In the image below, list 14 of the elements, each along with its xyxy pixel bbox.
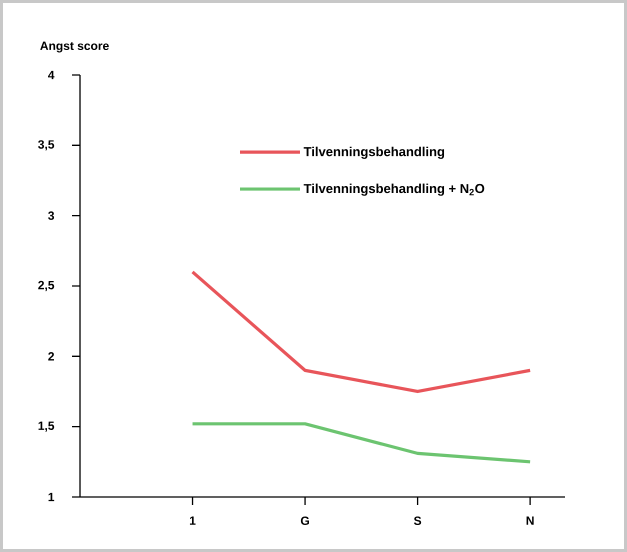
legend-label: Tilvenningsbehandling (304, 146, 444, 159)
y-tick-label: 4 (48, 70, 54, 80)
y-tick-label: 2,5 (38, 280, 54, 292)
y-tick-label: 3 (48, 211, 54, 220)
y-axis-title: Angst score (40, 42, 109, 52)
x-tick-label: N (526, 516, 534, 525)
y-tick-label: 1,5 (38, 422, 54, 432)
x-tick-label: 1 (190, 516, 196, 525)
x-tick-label: S (414, 516, 422, 526)
y-tick-label: 3,5 (38, 140, 54, 150)
y-tick-label: 1 (48, 492, 54, 502)
y-tick-label: 2 (48, 352, 54, 361)
x-tick-label: G (300, 516, 309, 526)
legend-label: Tilvenningsbehandling + N$_{2}$O (304, 184, 484, 196)
